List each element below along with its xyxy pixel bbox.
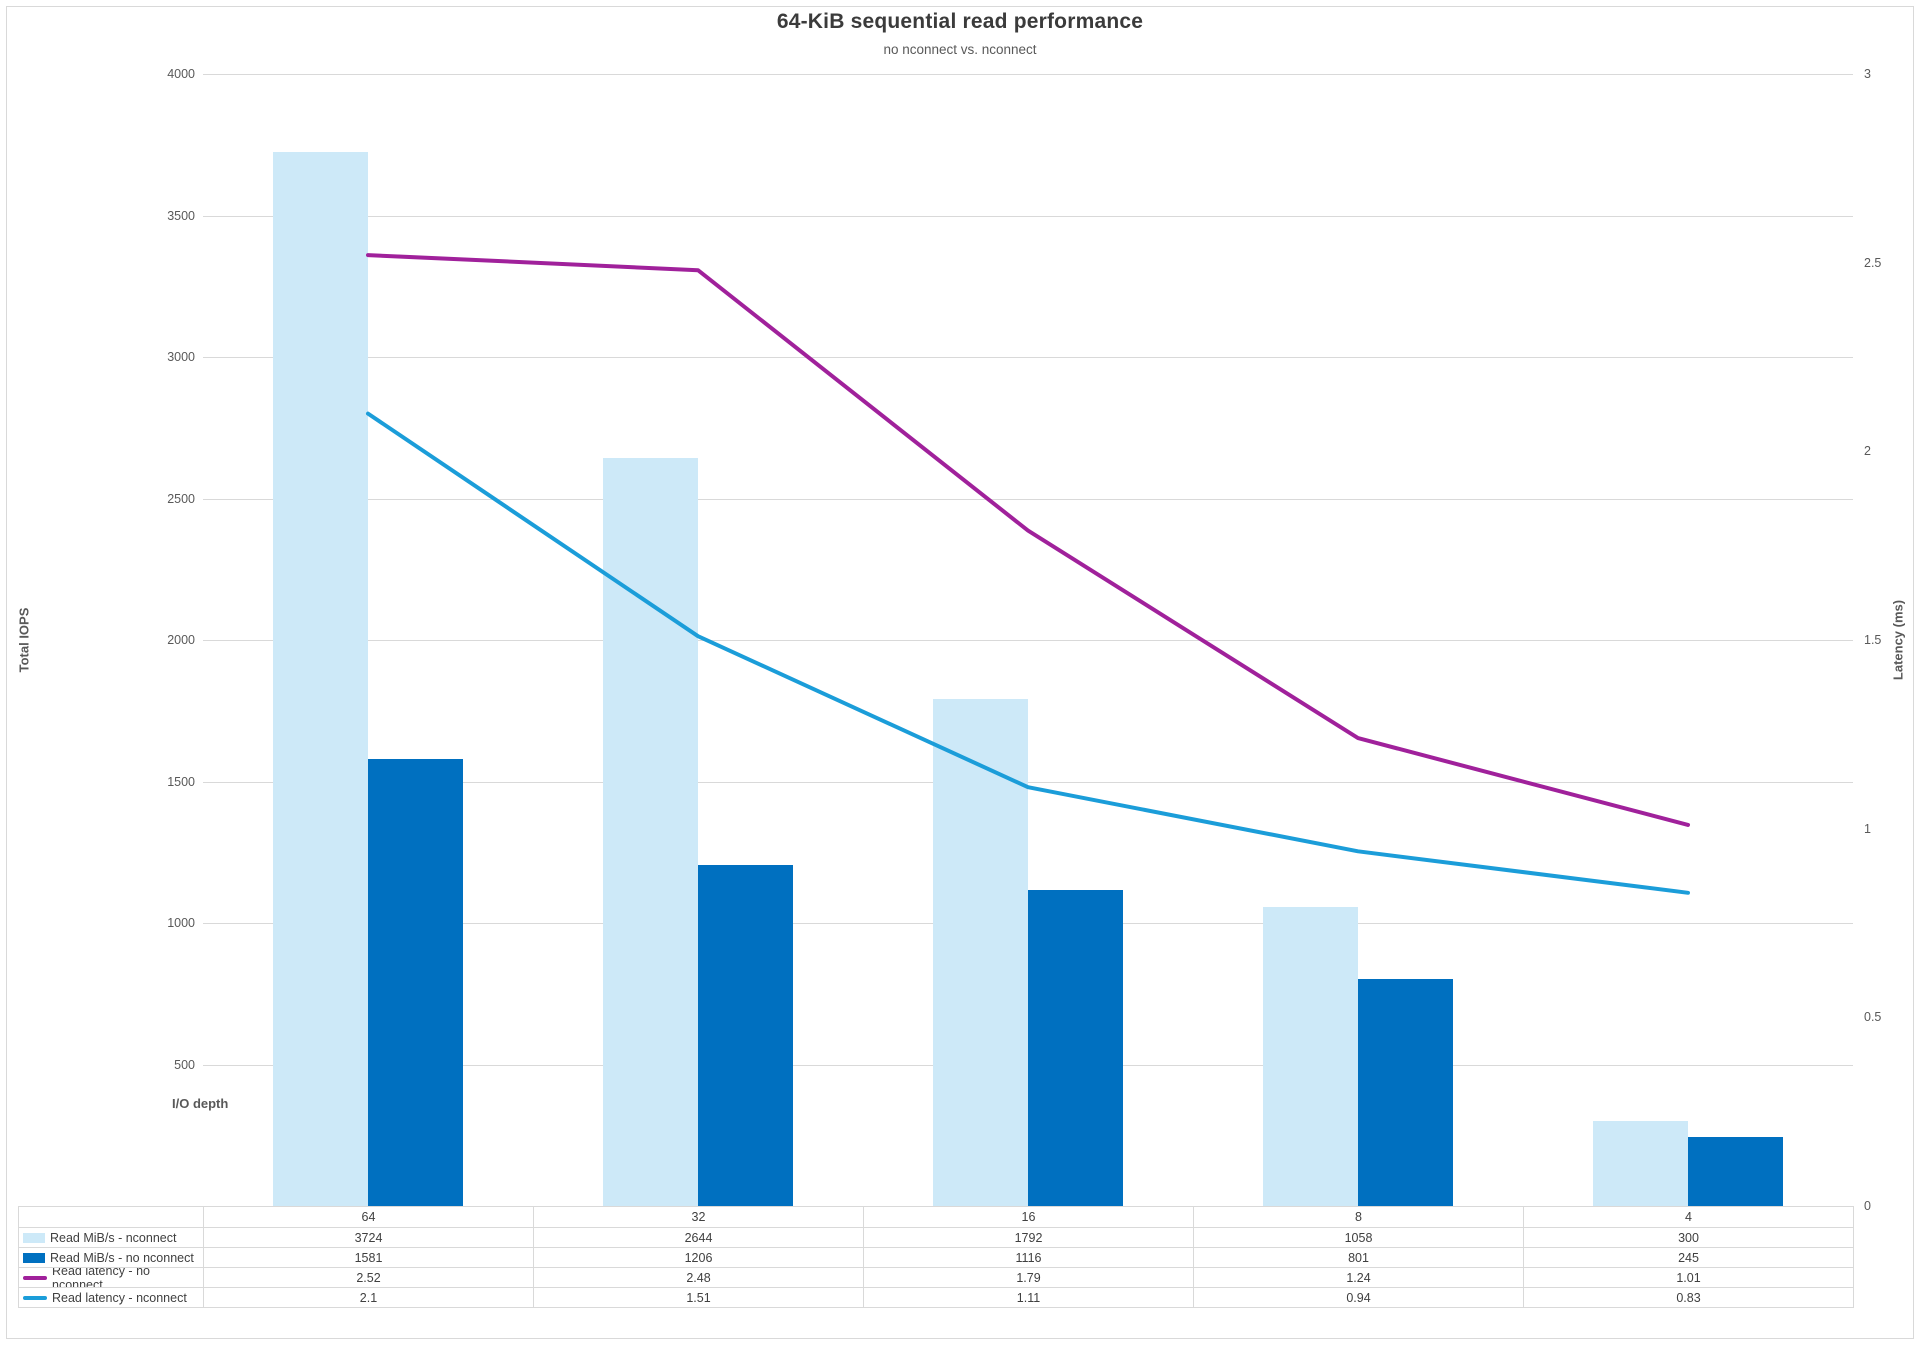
table-value-cell: 2.1 (204, 1288, 534, 1308)
bar-nconnect-iodepth-16 (933, 698, 1028, 1206)
y-axis-left-title: Total IOPS (16, 607, 32, 673)
table-value-cell: 1058 (1194, 1228, 1524, 1248)
line-legend-swatch-icon (23, 1295, 47, 1300)
table-category-header-cell: 4 (1524, 1207, 1854, 1228)
line-legend-swatch-icon (23, 1275, 47, 1280)
y-right-tick-label: 1.5 (1864, 633, 1882, 647)
y-right-tick-label: 2 (1864, 444, 1871, 459)
gridline (203, 357, 1853, 358)
table-value-cell: 801 (1194, 1248, 1524, 1268)
gridline (203, 640, 1853, 641)
table-category-header-cell: 16 (864, 1207, 1194, 1228)
y-left-tick-label: 3500 (167, 208, 195, 223)
table-value-cell: 1116 (864, 1248, 1194, 1268)
y-left-tick-label: 1000 (167, 916, 195, 930)
gridline (203, 74, 1853, 75)
table-value-cell: 1.51 (534, 1288, 864, 1308)
table-category-header-cell: 64 (204, 1207, 534, 1228)
table-legend-cell: Read latency - nconnect (19, 1288, 204, 1308)
table-value-cell: 245 (1524, 1248, 1854, 1268)
table-value-cell: 3724 (204, 1228, 534, 1248)
bar-no-nconnect-iodepth-4 (1688, 1136, 1783, 1206)
bar-nconnect-iodepth-8 (1263, 906, 1358, 1206)
legend-series-label: Read MiB/s - nconnect (50, 1230, 177, 1245)
y-left-tick-label: 1500 (167, 774, 195, 789)
y-left-tick-label: 3000 (167, 350, 195, 364)
chart-title: 64-KiB sequential read performance (776, 10, 1144, 33)
table-legend-corner-cell (19, 1207, 204, 1228)
table-category-header-cell: 8 (1194, 1207, 1524, 1228)
gridline (203, 498, 1853, 500)
table-value-cell: 1.01 (1524, 1268, 1854, 1288)
table-legend-cell: Read MiB/s - nconnect (19, 1228, 204, 1248)
table-value-cell: 2644 (534, 1228, 864, 1248)
table-value-cell: 0.83 (1524, 1288, 1854, 1308)
bar-no-nconnect-iodepth-64 (368, 758, 463, 1206)
y-left-tick-label: 500 (174, 1057, 195, 1072)
table-value-cell: 1206 (534, 1248, 864, 1268)
gridline (203, 215, 1853, 217)
latency-lines-layer (366, 253, 1690, 895)
y-right-tick-label: 0 (1864, 1199, 1871, 1213)
table-value-cell: 1581 (204, 1248, 534, 1268)
table-value-cell: 2.52 (204, 1268, 534, 1288)
y-axis-left-tick-labels: 4000 3500 3000 2500 2000 1500 1000 500 (120, 67, 195, 1206)
bar-no-nconnect-iodepth-16 (1028, 890, 1123, 1206)
table-value-cell: 1.11 (864, 1288, 1194, 1308)
table-value-cell: 300 (1524, 1228, 1854, 1248)
y-left-tick-label: 2000 (167, 633, 195, 647)
bar-no-nconnect-iodepth-8 (1358, 979, 1453, 1206)
bar-no-nconnect-iodepth-32 (698, 864, 793, 1206)
plot-area (203, 74, 1853, 1207)
table-category-header-cell: 32 (534, 1207, 864, 1228)
y-right-tick-label: 2.5 (1864, 255, 1882, 270)
y-right-tick-label: 3 (1864, 67, 1871, 81)
gridline (203, 781, 1853, 783)
table-value-cell: 0.94 (1194, 1288, 1524, 1308)
table-value-cell: 1.24 (1194, 1268, 1524, 1288)
bar-nconnect-iodepth-64 (273, 152, 368, 1206)
y-left-tick-label: 4000 (167, 67, 195, 81)
table-value-cell: 1.79 (864, 1268, 1194, 1288)
line-latency-nconnect (366, 411, 1690, 895)
bar-legend-swatch-icon (23, 1232, 45, 1243)
table-value-cell: 1792 (864, 1228, 1194, 1248)
legend-series-label: Read MiB/s - no nconnect (50, 1250, 194, 1265)
table-legend-cell: Read latency - no nconnect (19, 1268, 204, 1288)
bar-nconnect-iodepth-4 (1593, 1121, 1688, 1206)
y-right-tick-label: 1 (1864, 821, 1871, 836)
chart-subtitle: no nconnect vs. nconnect (883, 42, 1037, 57)
legend-series-label: Read latency - nconnect (52, 1290, 187, 1305)
data-table-with-legend: 64 32 16 8 4 Read MiB/s - nconnect 3724 2644 179… (18, 1206, 1854, 1308)
y-axis-right-tick-labels: 3 2.5 2 1.5 1 0.5 0 (1864, 67, 1914, 1213)
table-value-cell: 2.48 (534, 1268, 864, 1288)
line-latency-no-nconnect (366, 253, 1690, 827)
legend-series-label: Read latency - no nconnect (52, 1268, 150, 1288)
y-right-tick-label: 0.5 (1864, 1010, 1882, 1025)
bar-legend-swatch-icon (23, 1252, 45, 1263)
y-left-tick-label: 2500 (167, 491, 195, 506)
table-legend-cell: Read MiB/s - no nconnect (19, 1248, 204, 1268)
x-axis-title: I/O depth (172, 1096, 229, 1111)
